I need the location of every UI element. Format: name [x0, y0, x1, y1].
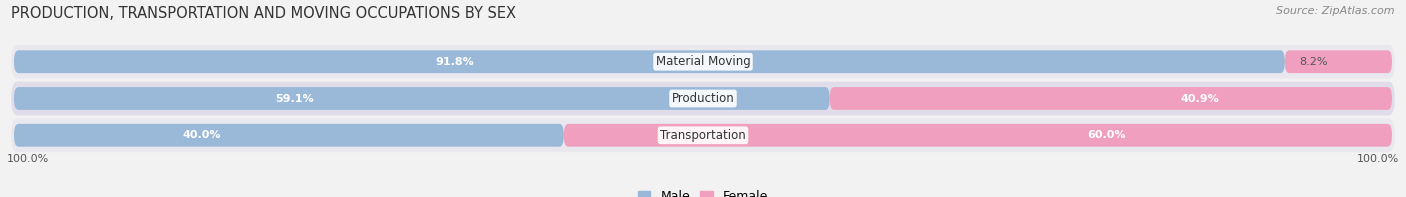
Legend: Male, Female: Male, Female [633, 185, 773, 197]
Text: Production: Production [672, 92, 734, 105]
Text: Material Moving: Material Moving [655, 55, 751, 68]
FancyBboxPatch shape [11, 45, 1395, 79]
FancyBboxPatch shape [830, 87, 1392, 110]
Text: Source: ZipAtlas.com: Source: ZipAtlas.com [1277, 6, 1395, 16]
Text: 100.0%: 100.0% [7, 154, 49, 164]
Text: 40.9%: 40.9% [1181, 94, 1219, 103]
Text: 59.1%: 59.1% [276, 94, 315, 103]
Text: 8.2%: 8.2% [1299, 57, 1327, 67]
FancyBboxPatch shape [14, 124, 564, 147]
Text: 40.0%: 40.0% [183, 130, 221, 140]
Text: PRODUCTION, TRANSPORTATION AND MOVING OCCUPATIONS BY SEX: PRODUCTION, TRANSPORTATION AND MOVING OC… [11, 6, 516, 21]
Text: 60.0%: 60.0% [1087, 130, 1126, 140]
FancyBboxPatch shape [14, 87, 830, 110]
Text: 100.0%: 100.0% [1357, 154, 1399, 164]
FancyBboxPatch shape [564, 124, 1392, 147]
FancyBboxPatch shape [14, 50, 1285, 73]
FancyBboxPatch shape [1285, 50, 1392, 73]
Text: Transportation: Transportation [661, 129, 745, 142]
FancyBboxPatch shape [11, 82, 1395, 115]
FancyBboxPatch shape [11, 118, 1395, 152]
Text: 91.8%: 91.8% [434, 57, 474, 67]
